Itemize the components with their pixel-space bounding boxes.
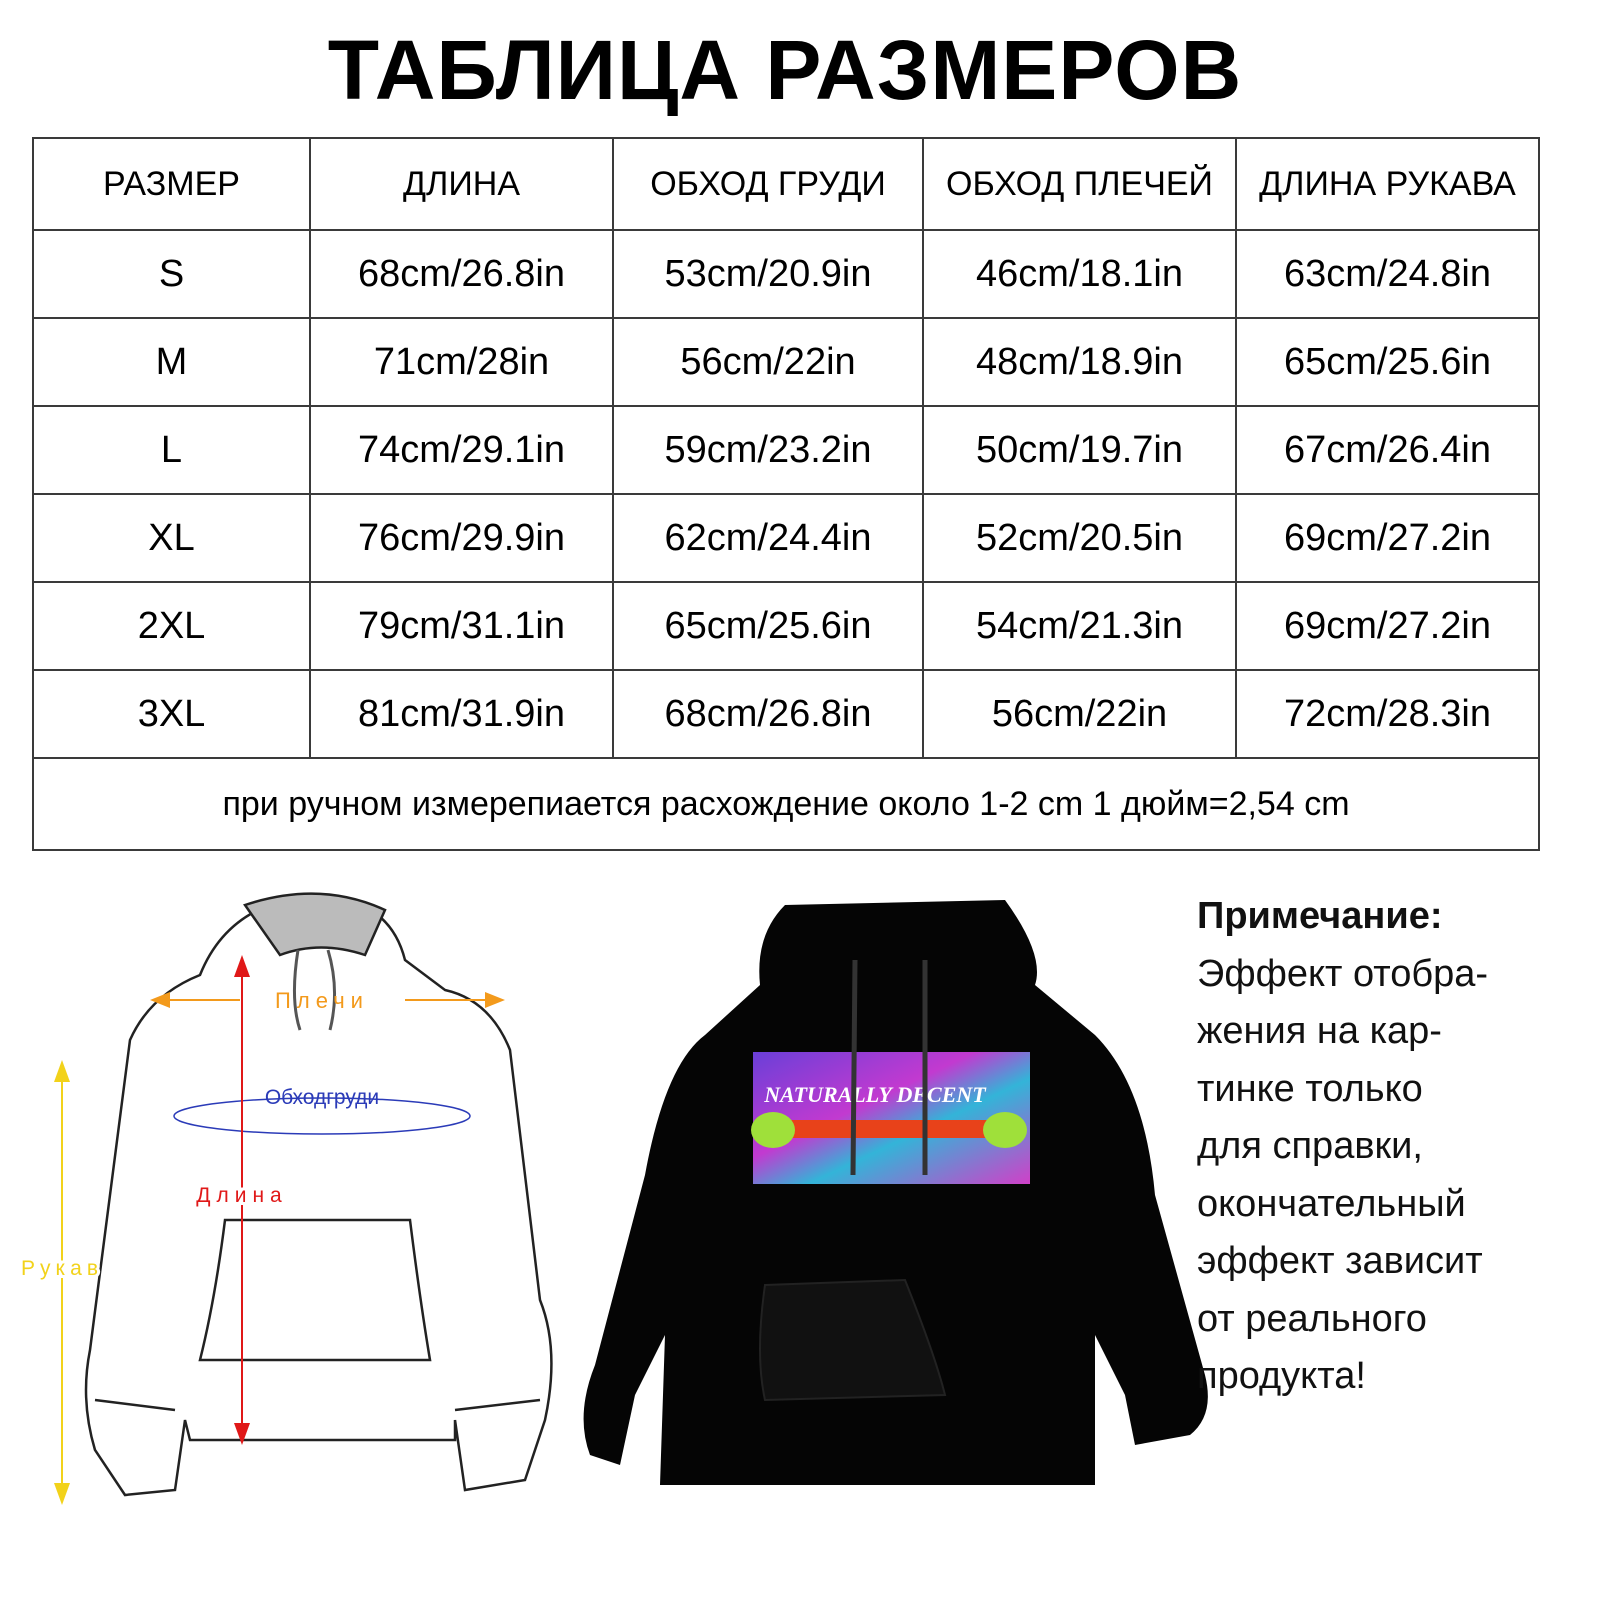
cell-shoulders: 54cm/21.3in	[922, 581, 1237, 671]
table-row: 2XL 79cm/31.1in 65cm/25.6in 54cm/21.3in 69cm…	[32, 581, 1540, 671]
cell-shoulders: 46cm/18.1in	[922, 229, 1237, 319]
table-row: L 74cm/29.1in 59cm/23.2in 50cm/19.7in 67cm/2…	[32, 405, 1540, 495]
cell-shoulders: 48cm/18.9in	[922, 317, 1237, 407]
cell-shoulders: 56cm/22in	[922, 669, 1237, 759]
table-row: XL 76cm/29.9in 62cm/24.4in 52cm/20.5in 69cm/…	[32, 493, 1540, 583]
header-length: ДЛИНА	[309, 137, 614, 231]
cell-sleeve: 65cm/25.6in	[1235, 317, 1540, 407]
note-line: тинке только	[1197, 1067, 1423, 1110]
cell-sleeve: 69cm/27.2in	[1235, 581, 1540, 671]
table-row: M 71cm/28in 56cm/22in 48cm/18.9in 65cm/25.6i…	[32, 317, 1540, 407]
cell-shoulders: 50cm/19.7in	[922, 405, 1237, 495]
sleeve-label: Рукав	[21, 1257, 103, 1280]
table-row: 3XL 81cm/31.9in 68cm/26.8in 56cm/22in 72cm/2…	[32, 669, 1540, 759]
product-hoodie-image: NATURALLY DECENT	[583, 900, 1208, 1485]
header-shoulders: ОБХОД ПЛЕЧЕЙ	[922, 137, 1237, 231]
shoulders-label: Плечи	[275, 988, 369, 1013]
cell-size: XL	[32, 493, 311, 583]
cell-sleeve: 67cm/26.4in	[1235, 405, 1540, 495]
print-text: NATURALLY DECENT	[763, 1082, 987, 1107]
cell-length: 74cm/29.1in	[309, 405, 614, 495]
cell-size: L	[32, 405, 311, 495]
cell-sleeve: 63cm/24.8in	[1235, 229, 1540, 319]
note-line: от реального	[1197, 1297, 1427, 1340]
note-line: Эффект отобра-	[1197, 952, 1489, 995]
cell-length: 71cm/28in	[309, 317, 614, 407]
size-table: РАЗМЕР ДЛИНА ОБХОД ГРУДИ ОБХОД ПЛЕЧЕЙ ДЛ…	[32, 137, 1540, 851]
cell-length: 79cm/31.1in	[309, 581, 614, 671]
measurement-footnote: при ручном измерепиается расхождение око…	[32, 757, 1540, 851]
cell-chest: 65cm/25.6in	[612, 581, 924, 671]
cell-length: 68cm/26.8in	[309, 229, 614, 319]
cell-size: 3XL	[32, 669, 311, 759]
note-line: для справки,	[1197, 1125, 1423, 1167]
cell-chest: 56cm/22in	[612, 317, 924, 407]
note-block: Примечание: Эффект отобра-жения на кар-т…	[1197, 888, 1488, 1406]
page-title: ТАБЛИЦА РАЗМЕРОВ	[327, 23, 1243, 117]
header-row: РАЗМЕР ДЛИНА ОБХОД ГРУДИ ОБХОД ПЛЕЧЕЙ ДЛ…	[32, 137, 1540, 231]
cell-chest: 53cm/20.9in	[612, 229, 924, 319]
header-size: РАЗМЕР	[32, 137, 311, 231]
note-line: эффект зависит	[1197, 1240, 1483, 1282]
cell-size: 2XL	[32, 581, 311, 671]
note-line: жения на кар-	[1197, 1010, 1442, 1052]
hoodie-outline-diagram: Плечи Обходгруди Длина Рукав	[18, 892, 553, 1505]
cell-length: 81cm/31.9in	[309, 669, 614, 759]
chest-label: Обходгруди	[265, 1086, 379, 1109]
table-row: S 68cm/26.8in 53cm/20.9in 46cm/18.1in 63cm/2…	[32, 229, 1540, 319]
cell-sleeve: 72cm/28.3in	[1235, 669, 1540, 759]
cell-sleeve: 69cm/27.2in	[1235, 493, 1540, 583]
cell-chest: 68cm/26.8in	[612, 669, 924, 759]
cell-size: M	[32, 317, 311, 407]
cell-chest: 59cm/23.2in	[612, 405, 924, 495]
note-heading: Примечание:	[1197, 895, 1443, 937]
cell-shoulders: 52cm/20.5in	[922, 493, 1237, 583]
note-line: продукта!	[1197, 1355, 1366, 1397]
cell-length: 76cm/29.9in	[309, 493, 614, 583]
header-sleeve: ДЛИНА РУКАВА	[1235, 137, 1540, 231]
cell-chest: 62cm/24.4in	[612, 493, 924, 583]
note-line: окончательный	[1197, 1182, 1466, 1225]
length-label: Длина	[196, 1184, 287, 1207]
header-chest: ОБХОД ГРУДИ	[612, 137, 924, 231]
cell-size: S	[32, 229, 311, 319]
